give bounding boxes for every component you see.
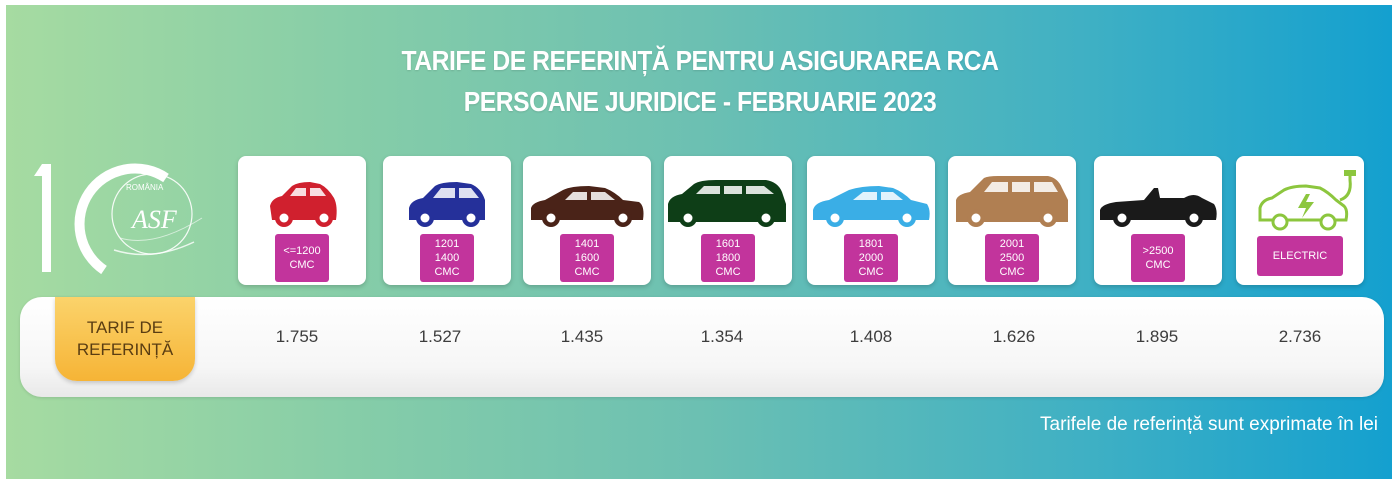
reference-rate-label-line1: TARIF DE	[86, 318, 164, 337]
coupe-car-icon	[813, 186, 930, 227]
footnote: Tarifele de referință sunt exprimate în …	[1040, 414, 1378, 435]
engine-category-card: <=1200 CMC	[238, 156, 366, 285]
engine-category-card: 1201 1400 CMC	[383, 156, 511, 285]
reference-rate-value: 1.626	[992, 327, 1036, 346]
asf-10-logo: ROMÂNIA ASF	[34, 163, 203, 275]
engine-category-card: 2001 2500 CMC	[948, 156, 1076, 285]
engine-capacity-tag: ELECTRIC	[1257, 236, 1343, 276]
logo-zero-arc	[74, 163, 169, 275]
reference-rate-value: 2.736	[1278, 327, 1322, 346]
engine-capacity-tag: 1601 1800 CMC	[701, 234, 755, 282]
reference-rate-value: 1.435	[560, 327, 604, 346]
reference-rate-label: TARIF DE REFERINȚĂ	[55, 297, 195, 381]
reference-rate-value: 1.895	[1135, 327, 1179, 346]
compact-car-icon	[409, 182, 485, 227]
engine-category-card: 1401 1600 CMC	[523, 156, 651, 285]
page-title-line2: PERSOANE JURIDICE - FEBRUARIE 2023	[463, 86, 937, 117]
reference-rate-value: 1.755	[275, 327, 319, 346]
values-band	[20, 297, 1384, 397]
engine-category-card: 1801 2000 CMC	[807, 156, 935, 285]
reference-rate-label-line2: REFERINȚĂ	[76, 340, 174, 359]
electric-car-icon	[1258, 170, 1356, 231]
engine-capacity-tag: 1801 2000 CMC	[844, 234, 898, 282]
reference-rate-value: 1.408	[849, 327, 893, 346]
logo-top-text: ROMÂNIA	[126, 183, 164, 192]
hatchback-car-icon	[270, 182, 337, 227]
engine-capacity-tag: <=1200 CMC	[275, 234, 329, 282]
logo-one-stroke	[42, 164, 51, 272]
engine-capacity-tag: 1401 1600 CMC	[560, 234, 614, 282]
convertible-car-icon	[1100, 188, 1217, 227]
reference-rate-value: 1.527	[418, 327, 462, 346]
engine-category-card: ELECTRIC	[1236, 156, 1364, 285]
engine-capacity-tag: 1201 1400 CMC	[420, 234, 474, 282]
engine-capacity-tag: >2500 CMC	[1131, 234, 1185, 282]
minivan-icon	[668, 180, 786, 227]
engine-capacity-tag: 2001 2500 CMC	[985, 234, 1039, 282]
logo-monogram: ASF	[130, 205, 178, 234]
suv-icon	[956, 176, 1068, 227]
page-title-line1: TARIFE DE REFERINȚĂ PENTRU ASIGURAREA RC…	[401, 45, 999, 76]
engine-category-card: >2500 CMC	[1094, 156, 1222, 285]
engine-category-card: 1601 1800 CMC	[664, 156, 792, 285]
reference-rate-value: 1.354	[700, 327, 744, 346]
sedan-car-icon	[531, 186, 644, 227]
